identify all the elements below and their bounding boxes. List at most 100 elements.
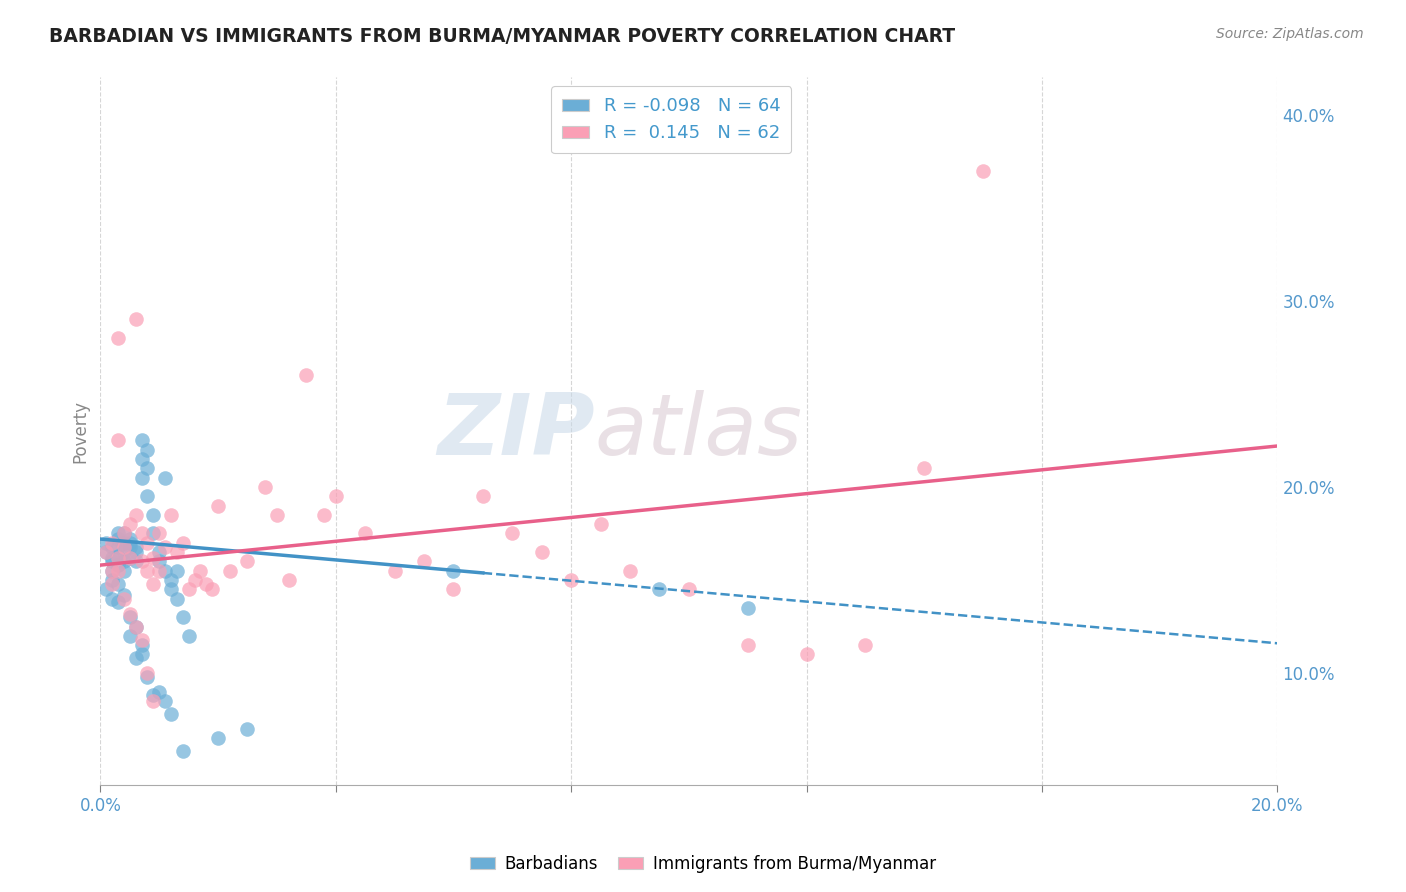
Point [112,564,135,578]
Point [648,582,671,597]
Y-axis label: Poverty: Poverty [72,400,89,463]
Point [796,648,818,662]
Point [160,508,183,522]
Point [136,489,159,503]
Point [118,532,141,546]
Point [207,499,229,513]
Point [972,163,994,178]
Point [112,545,135,559]
Point [148,526,170,541]
Point [101,564,124,578]
Legend: R = -0.098   N = 64, R =  0.145   N = 62: R = -0.098 N = 64, R = 0.145 N = 62 [551,87,792,153]
Point [183,573,205,587]
Point [912,461,935,475]
Point [172,610,194,624]
Point [160,706,183,721]
Point [277,573,299,587]
Point [153,470,176,484]
Point [148,684,170,698]
Point [136,670,159,684]
Point [112,540,135,554]
Point [101,550,124,565]
Point [153,564,176,578]
Point [112,588,135,602]
Point [112,535,135,549]
Point [254,480,277,494]
Point [207,731,229,746]
Point [218,564,240,578]
Point [190,564,212,578]
Point [96,582,118,597]
Point [325,489,347,503]
Point [142,694,165,708]
Point [101,554,124,568]
Point [295,368,318,383]
Point [148,554,170,568]
Point [124,545,146,559]
Point [443,582,465,597]
Point [131,452,153,467]
Point [124,619,146,633]
Point [101,591,124,606]
Point [107,576,129,591]
Point [166,564,188,578]
Point [124,651,146,665]
Point [384,564,406,578]
Point [142,576,165,591]
Point [443,564,465,578]
Point [118,629,141,643]
Point [96,545,118,559]
Point [118,550,141,565]
Point [131,632,153,647]
Point [101,540,124,554]
Point [142,526,165,541]
Point [124,619,146,633]
Point [107,532,129,546]
Point [201,582,224,597]
Point [142,550,165,565]
Point [118,550,141,565]
Point [131,470,153,484]
Text: BARBADIAN VS IMMIGRANTS FROM BURMA/MYANMAR POVERTY CORRELATION CHART: BARBADIAN VS IMMIGRANTS FROM BURMA/MYANM… [49,27,955,45]
Point [101,564,124,578]
Point [236,722,259,736]
Point [124,540,146,554]
Point [107,550,129,565]
Point [354,526,377,541]
Point [107,564,129,578]
Point [172,535,194,549]
Point [855,638,877,652]
Text: Source: ZipAtlas.com: Source: ZipAtlas.com [1216,27,1364,41]
Point [148,564,170,578]
Point [131,434,153,448]
Point [142,689,165,703]
Point [737,638,759,652]
Point [96,535,118,549]
Point [153,694,176,708]
Point [236,554,259,568]
Point [131,648,153,662]
Point [678,582,700,597]
Point [166,545,188,559]
Point [142,508,165,522]
Point [112,591,135,606]
Point [112,554,135,568]
Point [112,526,135,541]
Point [148,545,170,559]
Point [131,554,153,568]
Point [413,554,436,568]
Point [107,558,129,573]
Point [101,535,124,549]
Point [619,564,641,578]
Point [107,526,129,541]
Point [737,601,759,615]
Point [172,744,194,758]
Point [177,629,200,643]
Point [136,666,159,681]
Point [118,517,141,532]
Point [118,540,141,554]
Point [124,554,146,568]
Point [101,576,124,591]
Point [195,576,218,591]
Text: ZIP: ZIP [437,390,595,473]
